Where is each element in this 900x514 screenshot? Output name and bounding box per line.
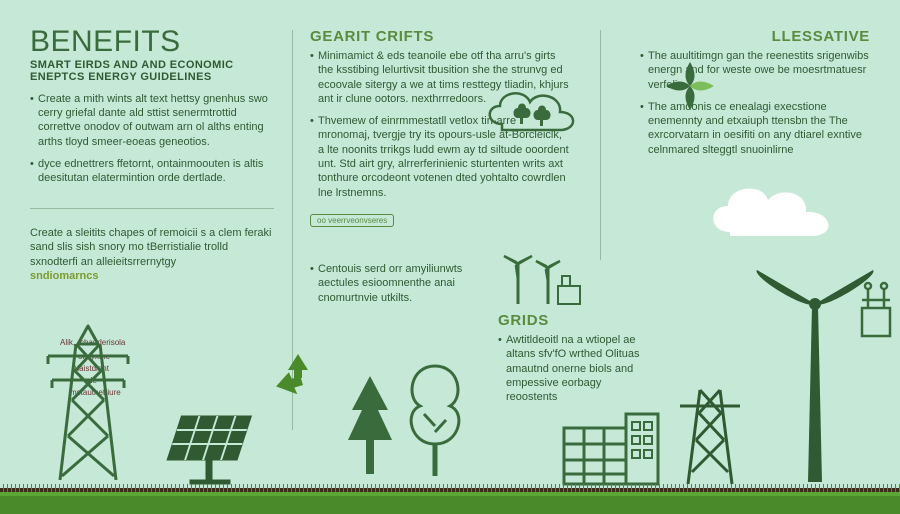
grids-block: GRIDS Awtitldeoitl na a wtiopel ae altan… [498, 312, 648, 412]
bullet-item: Awtitldeoitl na a wtiopel ae altans sfv'… [498, 333, 648, 404]
left-paragraph-accent: sndiomarncs [30, 270, 98, 282]
section-heading: GRIDS [498, 312, 648, 329]
cloud-outline-trees-icon [480, 78, 580, 148]
four-leaf-star-icon [660, 56, 720, 116]
middle-column-lower: Centouis serd orr amyiliunwts aectules e… [310, 254, 470, 313]
tree-outline-icon [400, 358, 470, 482]
substation-icon [856, 280, 896, 340]
mid-bullets-2: Centouis serd orr amyiliunwts aectules e… [310, 262, 470, 305]
left-paragraph-text: Create a sleitits chapes of remoicii s a… [30, 227, 271, 268]
tree-solid-icon [340, 370, 400, 480]
infographic-root: BENEFITS SMART EIRDS AND AND ECONOMIC EN… [0, 0, 900, 514]
callout-tag: oo veerrveonvseres [310, 214, 394, 227]
left-column-lower: Create a sleitits chapes of remoicii s a… [30, 226, 275, 283]
section-heading: GEARIT CRIFTS [310, 28, 570, 45]
ground-strip [0, 488, 900, 514]
wind-turbine-small-icon [498, 242, 588, 312]
bullet-item: Create a mith wints alt text hettsy gnen… [30, 92, 275, 149]
transmission-tower-icon [28, 320, 148, 490]
mid-bullets-3: Awtitldeoitl na a wtiopel ae altans sfv'… [498, 333, 648, 404]
left-bullets: Create a mith wints alt text hettsy gnen… [30, 92, 275, 186]
section-heading: LLESSATIVE [640, 28, 870, 45]
left-paragraph: Create a sleitits chapes of remoicii s a… [30, 226, 275, 283]
bullet-item: dyce ednettrers ffetornt, ontainmoouten … [30, 157, 275, 186]
bullet-item: Centouis serd orr amyiliunwts aectules e… [310, 262, 470, 305]
horizontal-divider [30, 208, 274, 209]
page-subtitle: SMART EIRDS AND AND ECONOMIC ENEPTCS ENE… [30, 59, 275, 84]
left-column: BENEFITS SMART EIRDS AND AND ECONOMIC EN… [30, 28, 275, 194]
building-icon [556, 404, 666, 490]
solar-panel-icon [150, 408, 260, 488]
vertical-divider [600, 30, 601, 260]
page-title: BENEFITS [30, 28, 275, 57]
cloud-white-icon [700, 172, 850, 252]
lattice-tower-icon [670, 384, 750, 488]
recycle-icon [270, 350, 326, 406]
